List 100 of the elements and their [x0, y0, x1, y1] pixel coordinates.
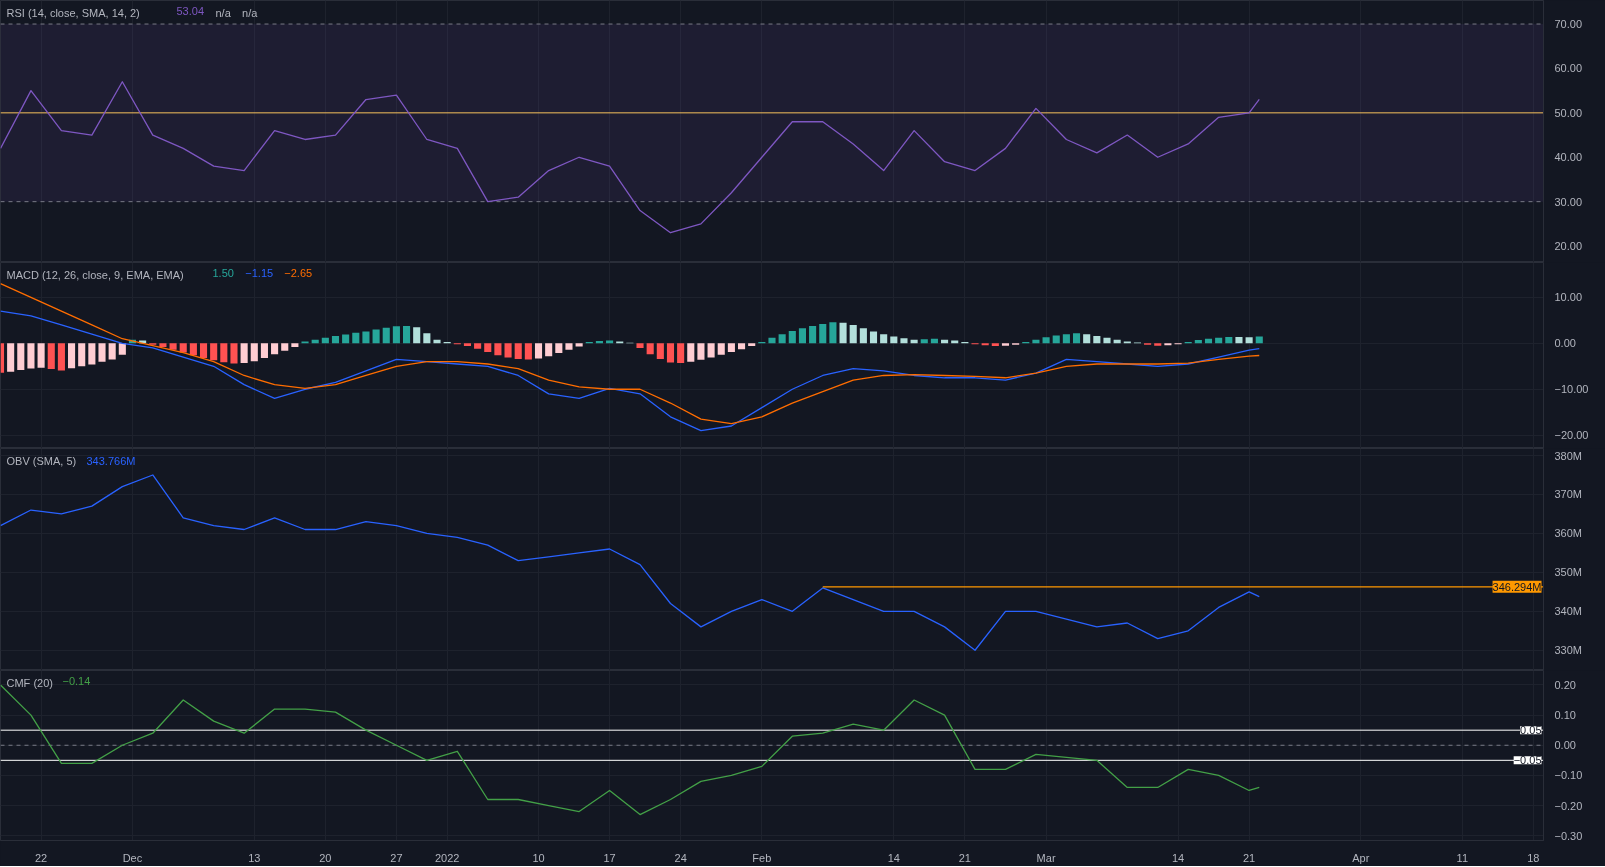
bar [778, 334, 786, 344]
y-tick-label: 40.00 [1554, 151, 1583, 164]
y-tick-label: 20.00 [1554, 240, 1583, 253]
bar [859, 328, 867, 344]
bar [342, 334, 350, 344]
bar [230, 343, 238, 364]
bar [1245, 337, 1253, 344]
bar [159, 343, 167, 347]
annotation: −1.15 [245, 266, 274, 279]
y-tick-label: 360M [1554, 527, 1583, 540]
bar [433, 339, 441, 344]
x-tick-label: 18 [1527, 851, 1540, 864]
bar [687, 343, 695, 362]
bar [1154, 343, 1162, 346]
bar [1072, 333, 1081, 344]
ref-line-label: 0.05 [1520, 724, 1542, 737]
annotation: 53.04 [176, 4, 205, 17]
y-tick-label: 0.10 [1554, 709, 1576, 722]
bar [1062, 334, 1070, 344]
bar [484, 343, 492, 353]
bar [656, 343, 664, 359]
bar [321, 337, 329, 344]
bar [463, 343, 472, 347]
bar [1225, 336, 1233, 344]
bar [839, 322, 847, 344]
bar [37, 343, 45, 368]
y-tick-label: 60.00 [1554, 62, 1583, 75]
y-tick-label: 370M [1554, 488, 1583, 501]
bar [271, 343, 279, 355]
bar [57, 343, 65, 371]
text: MACD (12, 26, close, 9, EMA, EMA) [6, 268, 184, 281]
bar [534, 343, 543, 359]
bar [636, 343, 644, 348]
bar [118, 343, 126, 355]
x-tick-label: 14 [887, 851, 900, 864]
x-tick-label: Apr [1352, 851, 1370, 864]
x-tick-label: 22 [34, 851, 48, 864]
bar [819, 324, 827, 344]
bar [17, 343, 25, 370]
bar [677, 343, 685, 364]
bar [7, 343, 15, 372]
x-tick-label: 20 [319, 851, 332, 864]
y-tick-label: −20.00 [1554, 429, 1589, 442]
bar [920, 339, 928, 344]
y-tick-label: 50.00 [1554, 106, 1583, 119]
text: OBV (SMA, 5) [6, 454, 77, 467]
x-tick-label: Feb [752, 851, 772, 864]
x-tick-label: Mar [1036, 851, 1056, 864]
bar [1255, 336, 1263, 344]
bar [98, 343, 106, 362]
bar [1194, 340, 1202, 344]
bar [47, 343, 55, 370]
bar [1042, 337, 1050, 344]
x-tick-label: 11 [1456, 851, 1468, 864]
bar [27, 343, 35, 369]
x-tick-label: 2022 [434, 851, 460, 864]
annotation: −0.14 [62, 674, 91, 687]
bar [1103, 337, 1111, 344]
bar [392, 326, 400, 344]
y-tick-label: 0.00 [1554, 739, 1576, 752]
bar [108, 343, 116, 360]
x-tick-label: 14 [1171, 851, 1185, 864]
bar [1001, 343, 1010, 346]
bar [1093, 335, 1101, 344]
bar [494, 343, 502, 356]
bar [331, 335, 340, 344]
bar [798, 328, 807, 344]
line-series [0, 282, 1260, 425]
bar [199, 343, 208, 359]
annotation: 343.766M [86, 454, 136, 467]
line-series [0, 474, 1260, 651]
ref-line-label: −0.05 [1513, 754, 1542, 767]
x-tick-label: 17 [603, 851, 616, 864]
bar [880, 334, 888, 344]
bar [169, 343, 177, 350]
bar [849, 324, 857, 344]
bar [575, 343, 583, 347]
series-label: 346.294M [1492, 580, 1542, 593]
bar [788, 330, 796, 344]
bar [403, 325, 411, 344]
bar [829, 322, 837, 344]
bar [362, 331, 370, 344]
bar [78, 343, 86, 367]
text: RSI (14, close, SMA, 14, 2) [6, 6, 140, 19]
x-tick-label: 10 [532, 851, 545, 864]
bar [189, 343, 197, 356]
x-tick-label: 24 [674, 851, 687, 864]
bar [68, 343, 76, 369]
x-tick-label: 21 [1242, 851, 1256, 864]
bar [565, 343, 573, 350]
bar [382, 327, 390, 344]
bar [281, 343, 289, 351]
bar [555, 343, 563, 353]
text: CMF (20) [6, 676, 53, 689]
bar [291, 343, 299, 347]
x-tick-label: 13 [248, 851, 261, 864]
y-tick-label: −0.20 [1554, 799, 1583, 812]
bar [717, 343, 725, 355]
bar [1083, 334, 1091, 344]
x-tick-label: Dec [122, 851, 143, 864]
